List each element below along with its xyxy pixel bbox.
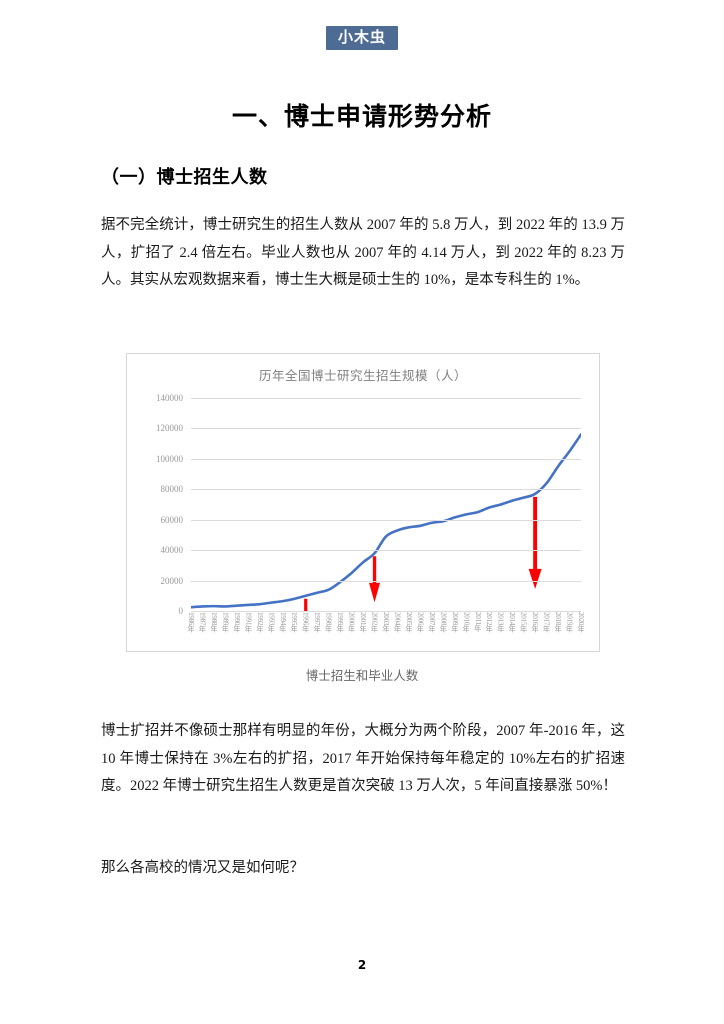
x-tick-label: 1988年 [209, 612, 218, 633]
x-tick-label: 1989年 [221, 612, 230, 633]
x-tick-label: 2017年 [542, 612, 551, 633]
page-number: 2 [357, 958, 367, 972]
x-tick-label: 1998年 [324, 612, 333, 633]
y-tick-label: 140000 [156, 393, 183, 403]
x-tick-label: 1990年 [232, 612, 241, 633]
chart-plot-area [189, 398, 583, 625]
y-tick-label: 0 [178, 606, 184, 616]
x-tick-label: 2005年 [404, 612, 413, 633]
chart-gridline [191, 428, 581, 429]
logo-text: 小木虫 [325, 26, 398, 50]
red-arrow-2016 [528, 496, 542, 589]
chart-series-line [189, 433, 583, 609]
site-logo: 小木虫 [0, 26, 724, 50]
x-tick-label: 2007年 [427, 612, 436, 633]
x-tick-label: 2011年 [473, 612, 482, 632]
chart-figure: 历年全国博士研究生招生规模（人） 0 20000 40000 60000 80000 10… [126, 353, 600, 652]
x-tick-label: 2008年 [439, 612, 448, 633]
x-tick-label: 2002年 [370, 612, 379, 633]
x-tick-label: 2018年 [554, 612, 563, 633]
chart-gridline [191, 520, 581, 521]
chart-gridline [191, 611, 581, 612]
chart-gridline [191, 550, 581, 551]
chart-title: 历年全国博士研究生招生规模（人） [258, 368, 467, 383]
paragraph-2: 博士扩招并不像硕士那样有明显的年份，大概分为两个阶段，2007 年-2016 年… [101, 723, 625, 794]
x-tick-label: 1994年 [278, 612, 287, 633]
x-tick-label: 1986年 [187, 612, 195, 633]
chart-gridline [191, 459, 581, 460]
chart-x-axis: 1986年 1987年 1988年 1989年 1990年 1991年 1992年 1993年… [187, 612, 585, 652]
figure-caption: 博士招生和毕业人数 [305, 669, 419, 683]
y-tick-label: 40000 [160, 545, 184, 556]
x-tick-label: 2015年 [519, 612, 528, 633]
x-tick-label: 2000年 [347, 612, 356, 633]
section-subtitle: （一）博士招生人数 [101, 167, 268, 188]
y-tick-label: 60000 [160, 514, 184, 525]
x-tick-label: 2014年 [508, 612, 517, 633]
paragraph-3: 那么各高校的情况又是如何呢？ [101, 860, 304, 876]
chart-y-axis: 0 20000 40000 60000 80000 100000 120000 140000 [127, 393, 187, 616]
chart-gridline [191, 489, 581, 490]
chart-svg [189, 433, 583, 625]
red-arrow-2002 [369, 556, 381, 603]
x-tick-label: 1987年 [198, 612, 207, 633]
x-tick-label: 1999年 [336, 612, 345, 633]
x-tick-label: 2003年 [382, 612, 390, 633]
x-tick-label: 2009年 [450, 612, 459, 633]
x-tick-label: 1992年 [255, 612, 264, 633]
x-tick-label: 1997年 [313, 612, 322, 633]
y-tick-label: 120000 [156, 423, 183, 434]
page-title: 一、博士申请形势分析 [231, 102, 492, 131]
y-tick-label: 80000 [160, 484, 184, 495]
y-tick-label: 20000 [160, 575, 184, 586]
x-tick-label: 2010年 [462, 612, 471, 633]
x-tick-label: 1995年 [290, 612, 299, 633]
x-tick-label: 2012年 [485, 612, 494, 633]
x-tick-label: 1996年 [301, 612, 310, 633]
x-tick-label: 1993年 [267, 612, 276, 633]
paragraph-1: 据不完全统计，博士研究生的招生人数从 2007 年的 5.8 万人，到 2022… [101, 217, 625, 288]
x-tick-label: 2006年 [416, 612, 425, 633]
x-tick-label: 2019年 [565, 612, 574, 633]
x-tick-label: 2001年 [359, 612, 368, 633]
chart-gridline [191, 398, 581, 399]
x-tick-label: 1991年 [244, 612, 253, 633]
chart-gridline [191, 581, 581, 582]
x-tick-label: 2020年 [577, 612, 585, 633]
red-arrow-1996 [301, 598, 311, 625]
x-tick-label: 2013年 [496, 612, 505, 633]
x-tick-label: 2004年 [393, 612, 402, 633]
x-tick-label: 2016年 [531, 612, 540, 633]
y-tick-label: 100000 [156, 453, 183, 464]
